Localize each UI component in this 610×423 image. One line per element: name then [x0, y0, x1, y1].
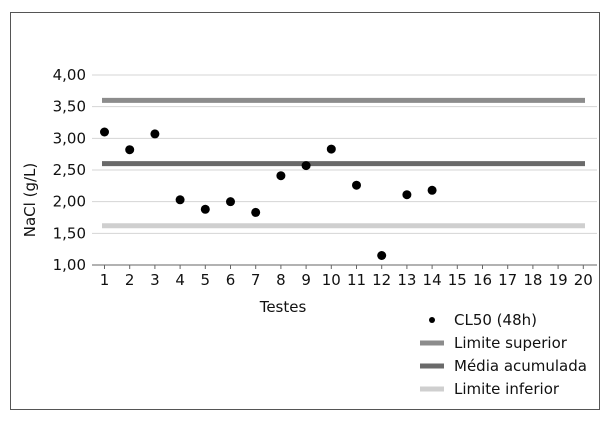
- reference-lines: [102, 97, 585, 229]
- x-tick-label: 4: [175, 271, 185, 289]
- x-tick-label: 15: [448, 271, 467, 289]
- data-point: [301, 161, 311, 171]
- legend-label: Limite superior: [454, 334, 568, 352]
- legend-label: Média acumulada: [454, 357, 587, 375]
- data-point: [276, 171, 286, 181]
- data-point: [175, 195, 185, 205]
- legend-label: Limite inferior: [454, 380, 560, 398]
- x-tick-labels: 1 2 3 4 5 6 7 8 9 10 11 12 13 14 15 16 17 18 19 20: [100, 271, 593, 289]
- x-tick-label: 13: [397, 271, 416, 289]
- x-tick-label: 2: [125, 271, 135, 289]
- x-tick-label: 7: [251, 271, 261, 289]
- y-tick-labels: 1,00 1,50 2,00 2,50 3,00 3,50 4,00: [53, 66, 86, 274]
- data-point: [402, 190, 412, 200]
- x-tick-label: 6: [226, 271, 236, 289]
- chart-frame: [10, 12, 600, 410]
- x-tick-label: 19: [549, 271, 568, 289]
- data-point: [200, 204, 210, 214]
- x-tick-label: 11: [347, 271, 366, 289]
- data-point: [226, 197, 235, 207]
- x-tick-label: 3: [150, 271, 160, 289]
- legend: CL50 (48h) Limite superior Média acumulada…: [420, 311, 587, 398]
- legend-marker: [429, 317, 435, 323]
- data-points: [100, 127, 437, 260]
- y-tick-label: 3,00: [53, 129, 86, 147]
- y-axis-title: NaCl (g/L): [21, 163, 39, 237]
- x-tick-label: 14: [423, 271, 442, 289]
- x-tick-label: 8: [276, 271, 286, 289]
- y-tick-label: 4,00: [53, 66, 86, 84]
- x-tick-label: 5: [201, 271, 211, 289]
- x-tick-label: 9: [301, 271, 311, 289]
- data-point: [326, 144, 336, 154]
- x-tick-label: 20: [574, 271, 593, 289]
- y-tick-label: 2,50: [53, 161, 86, 179]
- data-point: [427, 185, 437, 195]
- data-point: [377, 251, 387, 260]
- x-axis-title: Testes: [259, 298, 307, 316]
- data-point: [251, 207, 261, 217]
- x-tick-label: 16: [473, 271, 492, 289]
- legend-label: CL50 (48h): [454, 311, 537, 329]
- data-point: [352, 180, 361, 190]
- axes: [92, 264, 597, 269]
- x-tick-label: 10: [322, 271, 341, 289]
- y-tick-label: 1,00: [53, 256, 86, 274]
- x-tick-label: 17: [498, 271, 517, 289]
- data-point: [150, 129, 160, 139]
- y-tick-label: 2,00: [53, 193, 86, 211]
- x-tick-label: 18: [523, 271, 542, 289]
- data-point: [100, 127, 109, 137]
- x-tick-label: 1: [100, 271, 110, 289]
- y-tick-label: 3,50: [53, 98, 86, 116]
- y-tick-label: 1,50: [53, 224, 86, 242]
- data-point: [125, 145, 135, 155]
- x-tick-label: 12: [372, 271, 391, 289]
